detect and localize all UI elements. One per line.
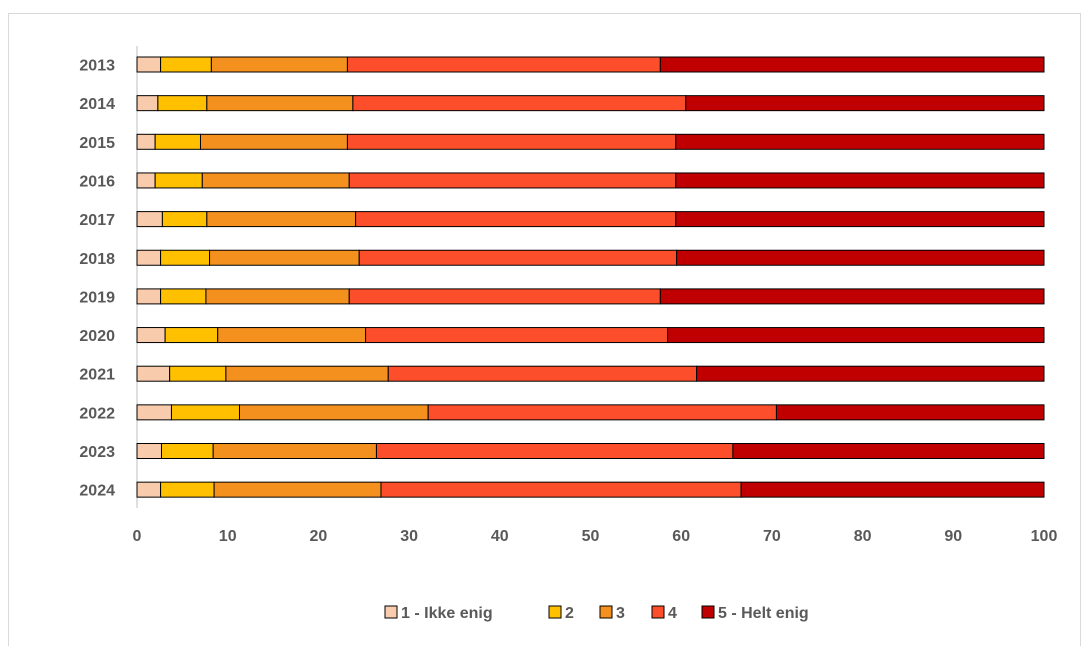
- bar-2018-series-2: [160, 249, 211, 266]
- bar-2023-series-2: [160, 443, 214, 459]
- bar-2019-series-5: [659, 288, 1045, 305]
- legend-swatch-4: [651, 605, 665, 619]
- bar-2013-series-5: [659, 56, 1045, 73]
- x-tick-label-100: 100: [1031, 528, 1058, 545]
- bar-2018-series-4: [358, 249, 678, 266]
- bar-2013-series-1: [136, 56, 162, 73]
- legend-swatch-3: [599, 605, 613, 619]
- bar-2021-series-5: [696, 365, 1045, 382]
- bar-2021-series-2: [169, 365, 227, 382]
- bar-2019-series-1: [136, 288, 162, 305]
- x-tick-label-90: 90: [944, 528, 962, 545]
- bar-2017-series-3: [206, 211, 357, 228]
- bar-2023-series-4: [375, 443, 734, 459]
- x-tick-label-10: 10: [219, 528, 237, 545]
- x-tick-label-30: 30: [400, 528, 418, 545]
- bar-2020-series-2: [164, 327, 219, 344]
- bar-2024-series-1: [136, 481, 162, 498]
- bar-2023-series-3: [212, 443, 377, 459]
- bar-2019-series-3: [205, 288, 350, 305]
- y-tick-label-2014: 2014: [79, 96, 115, 113]
- legend-label-5: 5 - Helt enig: [718, 605, 809, 622]
- x-tick-label-60: 60: [672, 528, 690, 545]
- bar-2021-series-3: [225, 365, 389, 382]
- bar-2015-series-1: [136, 133, 156, 150]
- bar-2020-series-3: [217, 327, 367, 344]
- y-tick-label-2022: 2022: [79, 405, 115, 422]
- x-tick-label-40: 40: [491, 528, 509, 545]
- bar-2014-series-2: [157, 95, 208, 112]
- legend-swatch-1: [384, 605, 398, 619]
- bar-2024-series-2: [160, 481, 215, 498]
- bar-2020-series-5: [667, 327, 1045, 344]
- bar-2024-series-3: [213, 481, 382, 498]
- bar-2019-series-4: [348, 288, 661, 305]
- y-tick-label-2024: 2024: [79, 483, 115, 500]
- y-tick-label-2023: 2023: [79, 444, 115, 461]
- bar-2015-series-3: [199, 133, 348, 150]
- bar-2013-series-3: [210, 56, 348, 73]
- bar-2014-series-4: [352, 95, 687, 112]
- bar-2016-series-1: [136, 172, 156, 189]
- bar-2024-series-4: [380, 481, 742, 498]
- legend-label-2: 2: [565, 605, 574, 622]
- y-tick-label-2016: 2016: [79, 173, 115, 190]
- bar-2020-series-4: [365, 327, 669, 344]
- y-tick-label-2018: 2018: [79, 251, 115, 268]
- bar-2017-series-4: [355, 211, 677, 228]
- bar-2021-series-1: [136, 365, 171, 382]
- bar-2014-series-5: [685, 95, 1045, 112]
- bar-2017-series-1: [136, 211, 163, 228]
- x-tick-label-50: 50: [582, 528, 600, 545]
- bar-2017-series-5: [675, 211, 1045, 228]
- bar-2017-series-2: [161, 211, 208, 228]
- bar-2023-series-1: [136, 443, 162, 459]
- bar-2013-series-4: [346, 56, 661, 73]
- bar-2016-series-3: [201, 172, 350, 189]
- bar-2018-series-1: [136, 249, 162, 266]
- bar-2022-series-1: [136, 404, 172, 421]
- y-tick-label-2013: 2013: [79, 58, 115, 75]
- bar-2016-series-5: [675, 172, 1045, 189]
- legend-swatch-5: [701, 605, 715, 619]
- bar-2023-series-5: [732, 443, 1045, 459]
- x-tick-label-80: 80: [854, 528, 872, 545]
- bar-2022-series-5: [775, 404, 1045, 421]
- bar-2022-series-3: [238, 404, 429, 421]
- bar-2020-series-1: [136, 327, 166, 344]
- bar-2019-series-2: [160, 288, 207, 305]
- bar-2014-series-1: [136, 95, 159, 112]
- bar-2022-series-2: [170, 404, 240, 421]
- legend-label-1: 1 - Ikke enig: [401, 605, 493, 622]
- bar-2016-series-4: [348, 172, 677, 189]
- bar-2015-series-5: [675, 133, 1045, 150]
- y-tick-label-2017: 2017: [79, 212, 115, 229]
- bar-2021-series-4: [387, 365, 698, 382]
- legend-swatch-2: [548, 605, 562, 619]
- bar-2018-series-3: [209, 249, 360, 266]
- bar-2022-series-4: [427, 404, 777, 421]
- x-tick-label-20: 20: [310, 528, 328, 545]
- legend-label-3: 3: [616, 605, 625, 622]
- y-tick-label-2019: 2019: [79, 289, 115, 306]
- bar-2016-series-2: [154, 172, 203, 189]
- y-tick-label-2015: 2015: [79, 135, 115, 152]
- bar-2015-series-4: [346, 133, 677, 150]
- bar-2018-series-5: [676, 249, 1045, 266]
- x-tick-label-70: 70: [763, 528, 781, 545]
- bar-2014-series-3: [206, 95, 354, 112]
- legend-label-4: 4: [668, 605, 677, 622]
- bar-2024-series-5: [740, 481, 1045, 498]
- x-tick-label-0: 0: [133, 528, 142, 545]
- y-tick-label-2021: 2021: [79, 367, 115, 384]
- bar-2013-series-2: [160, 56, 212, 73]
- bar-2015-series-2: [154, 133, 201, 150]
- y-tick-label-2020: 2020: [79, 328, 115, 345]
